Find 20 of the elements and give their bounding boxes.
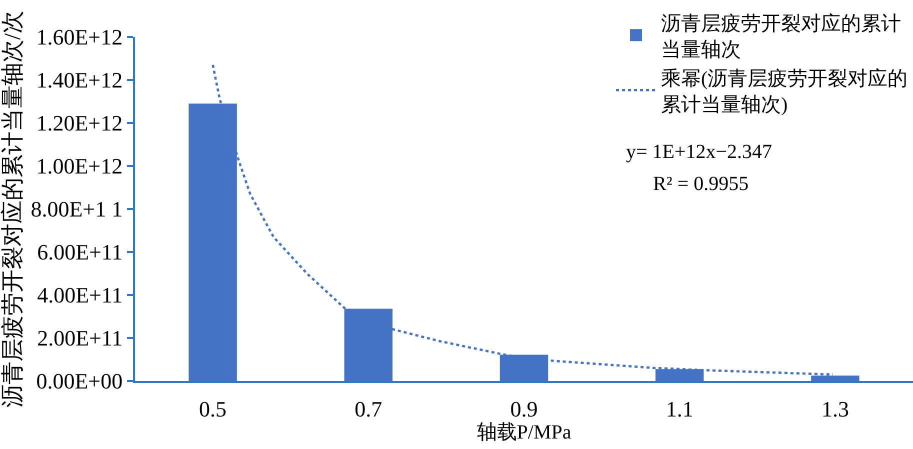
y-tick-label: 4.00E+11 — [37, 282, 123, 308]
y-tick-label: 1.20E+12 — [36, 110, 123, 136]
legend-label: 乘幂(沥青层疲劳开裂对应的累计当量轴次) — [661, 68, 908, 116]
x-tick-label: 0.5 — [199, 396, 227, 422]
x-tick-label: 1.3 — [821, 396, 849, 422]
y-tick-label: 8.00E+1 1 — [30, 196, 123, 222]
x-tick-label: 0.9 — [510, 396, 538, 422]
y-tick-label: 0.00E+00 — [36, 368, 123, 394]
y-tick-label: 2.00E+11 — [37, 326, 123, 351]
y-tick-label: 1.00E+12 — [36, 154, 123, 179]
annotation: y= 1E+12x−2.347 — [626, 141, 772, 163]
x-tick-label: 0.7 — [354, 396, 382, 422]
x-tick-label: 1.1 — [666, 396, 694, 422]
annotation: R² = 0.9955 — [653, 173, 749, 195]
y-tick-label: 1.60E+12 — [36, 24, 123, 50]
y-tick-label: 1.40E+12 — [36, 68, 123, 93]
x-axis-title: 轴载P/MPa — [476, 421, 572, 444]
y-tick-label: 6.00E+11 — [37, 240, 123, 265]
y-axis-title: 沥青层疲劳开裂对应的累计当量轴次/次 — [0, 10, 25, 408]
legend-label: 沥青层疲劳开裂对应的累计当量轴次 — [661, 12, 901, 61]
